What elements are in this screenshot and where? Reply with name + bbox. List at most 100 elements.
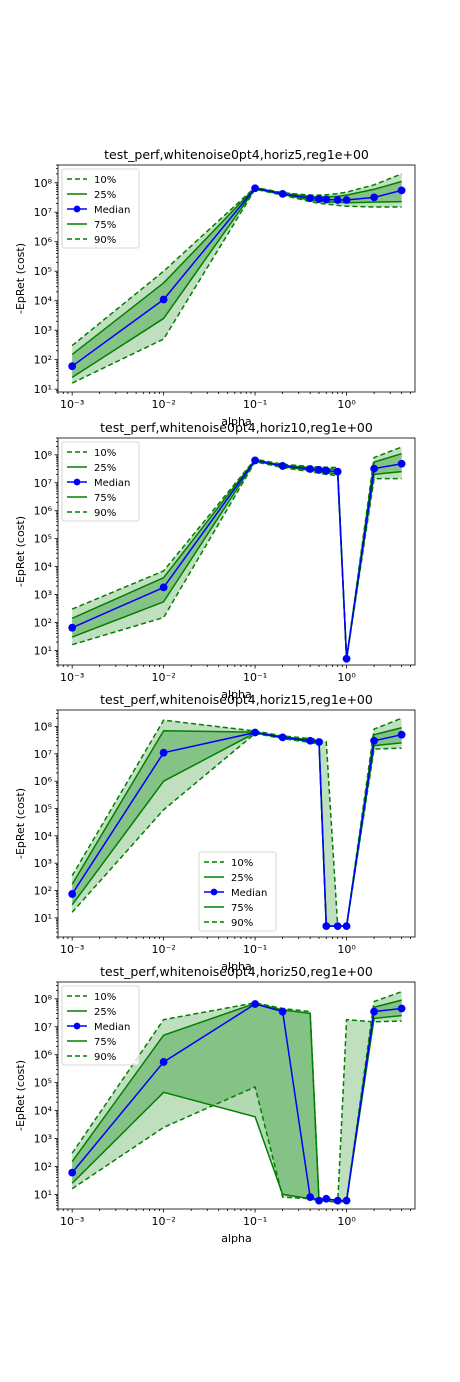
median-point (69, 1169, 76, 1176)
y-tick-label: 10⁶ (34, 505, 53, 518)
x-tick-label: 10⁻³ (60, 943, 84, 956)
chart-panel-4: 10⁻³ 10⁻² 10⁻¹ 10⁰alpha10¹10²10³10⁴10⁵10⁶10… (14, 964, 415, 1245)
y-tick-label: 10⁸ (34, 720, 53, 733)
y-axis: 10¹ 10² 10³ 10⁴ 10⁵ 10⁶ 10⁷ 10⁸ -EpRet (cost) (14, 165, 58, 396)
median-point (398, 460, 405, 467)
x-tick-label: 10⁰ (337, 398, 356, 411)
x-tick-label: 10⁻² (152, 943, 176, 956)
x-tick-label: 10⁻² (152, 1215, 176, 1228)
median-point (279, 1008, 286, 1015)
chart-title: test_perf,whitenoise0pt4,horiz5,reg1e+00 (104, 147, 369, 162)
median-point (316, 739, 323, 746)
x-tick-label: 10⁻¹ (243, 398, 267, 411)
y-axis-label: -EpRet (cost) (14, 516, 27, 587)
y-tick-label: 10² (34, 1160, 52, 1173)
y-tick-label: 10² (34, 885, 52, 898)
legend-marker (211, 889, 218, 896)
legend-label: 25% (94, 190, 116, 201)
x-tick-label: 10⁻² (152, 671, 176, 684)
median-point (160, 584, 167, 591)
legend-label: Median (94, 205, 130, 216)
median-point (334, 197, 341, 204)
legend-label: Median (94, 478, 130, 489)
y-tick-label: 10² (34, 616, 52, 629)
chart-title: test_perf,whitenoise0pt4,horiz50,reg1e+0… (100, 964, 373, 979)
y-tick-label: 10⁵ (34, 533, 52, 546)
median-point (343, 197, 350, 204)
median-point (343, 1197, 350, 1204)
legend-label: 90% (94, 1052, 116, 1063)
legend-label: 75% (94, 1037, 116, 1048)
median-point (160, 1059, 167, 1066)
legend-marker (74, 1023, 81, 1030)
chart-title: test_perf,whitenoise0pt4,horiz10,reg1e+0… (100, 420, 373, 435)
chart-panel-3: 10⁻³ 10⁻² 10⁻¹ 10⁰alpha10¹10²10³10⁴10⁵10⁶10… (14, 692, 415, 973)
y-tick-label: 10⁸ (34, 993, 53, 1006)
y-axis: 10¹ 10² 10³ 10⁴ 10⁵ 10⁶ 10⁷ 10⁸ -EpRet (cost) (14, 710, 58, 937)
y-tick-label: 10³ (34, 857, 52, 870)
y-tick-label: 10¹ (34, 383, 52, 396)
y-axis-label: -EpRet (cost) (14, 243, 27, 314)
y-axis-label: -EpRet (cost) (14, 788, 27, 859)
x-axis-label: alpha (221, 1232, 252, 1245)
x-tick-label: 10⁻¹ (243, 1215, 267, 1228)
x-tick-label: 10⁰ (337, 1215, 356, 1228)
median-point (398, 1005, 405, 1012)
median-point (323, 1195, 330, 1202)
x-tick-label: 10⁻³ (60, 671, 84, 684)
x-tick-label: 10⁻³ (60, 398, 84, 411)
median-point (160, 296, 167, 303)
legend: 10%25%Median75%90% (62, 442, 139, 521)
y-tick-label: 10⁸ (34, 449, 53, 462)
median-point (252, 1001, 259, 1008)
y-tick-label: 10⁴ (34, 295, 53, 308)
x-tick-label: 10⁻² (152, 398, 176, 411)
x-tick-label: 10⁻¹ (243, 671, 267, 684)
y-tick-label: 10⁶ (34, 775, 53, 788)
y-tick-label: 10⁵ (34, 265, 52, 278)
y-tick-label: 10⁴ (34, 830, 53, 843)
y-tick-label: 10³ (34, 324, 52, 337)
median-point (371, 1008, 378, 1015)
y-axis: 10¹ 10² 10³ 10⁴ 10⁵ 10⁶ 10⁷ 10⁸ -EpRet (cost) (14, 982, 58, 1209)
median-point (252, 185, 259, 192)
legend-marker (74, 206, 81, 213)
median-point (323, 923, 330, 930)
y-tick-label: 10¹ (34, 912, 52, 925)
y-tick-label: 10¹ (34, 1188, 52, 1201)
legend: 10%25%Median75%90% (199, 852, 276, 931)
median-point (323, 196, 330, 203)
median-point (371, 737, 378, 744)
median-point (252, 457, 259, 464)
median-point (307, 466, 314, 473)
median-point (279, 190, 286, 197)
median-point (307, 1194, 314, 1201)
legend-label: 25% (94, 1007, 116, 1018)
x-tick-label: 10⁻¹ (243, 943, 267, 956)
median-point (316, 466, 323, 473)
y-tick-label: 10⁷ (34, 477, 52, 490)
y-tick-label: 10⁷ (34, 1021, 52, 1034)
median-point (371, 194, 378, 201)
legend-label: 75% (231, 903, 253, 914)
median-point (69, 363, 76, 370)
median-point (343, 655, 350, 662)
legend-label: 10% (94, 992, 116, 1003)
y-tick-label: 10⁶ (34, 1049, 53, 1062)
chart-panel-2: 10⁻³ 10⁻² 10⁻¹ 10⁰alpha10¹10²10³10⁴10⁵10⁶10… (14, 420, 415, 701)
median-point (334, 923, 341, 930)
median-point (323, 467, 330, 474)
y-axis-label: -EpRet (cost) (14, 1060, 27, 1131)
y-tick-label: 10⁷ (34, 206, 52, 219)
legend-label: 25% (94, 463, 116, 474)
median-point (398, 731, 405, 738)
legend-label: 75% (94, 220, 116, 231)
median-point (252, 729, 259, 736)
legend-label: Median (94, 1022, 130, 1033)
x-tick-label: 10⁰ (337, 671, 356, 684)
legend-label: 10% (94, 448, 116, 459)
chart-title: test_perf,whitenoise0pt4,horiz15,reg1e+0… (100, 692, 373, 707)
legend-label: 75% (94, 493, 116, 504)
median-point (316, 1197, 323, 1204)
